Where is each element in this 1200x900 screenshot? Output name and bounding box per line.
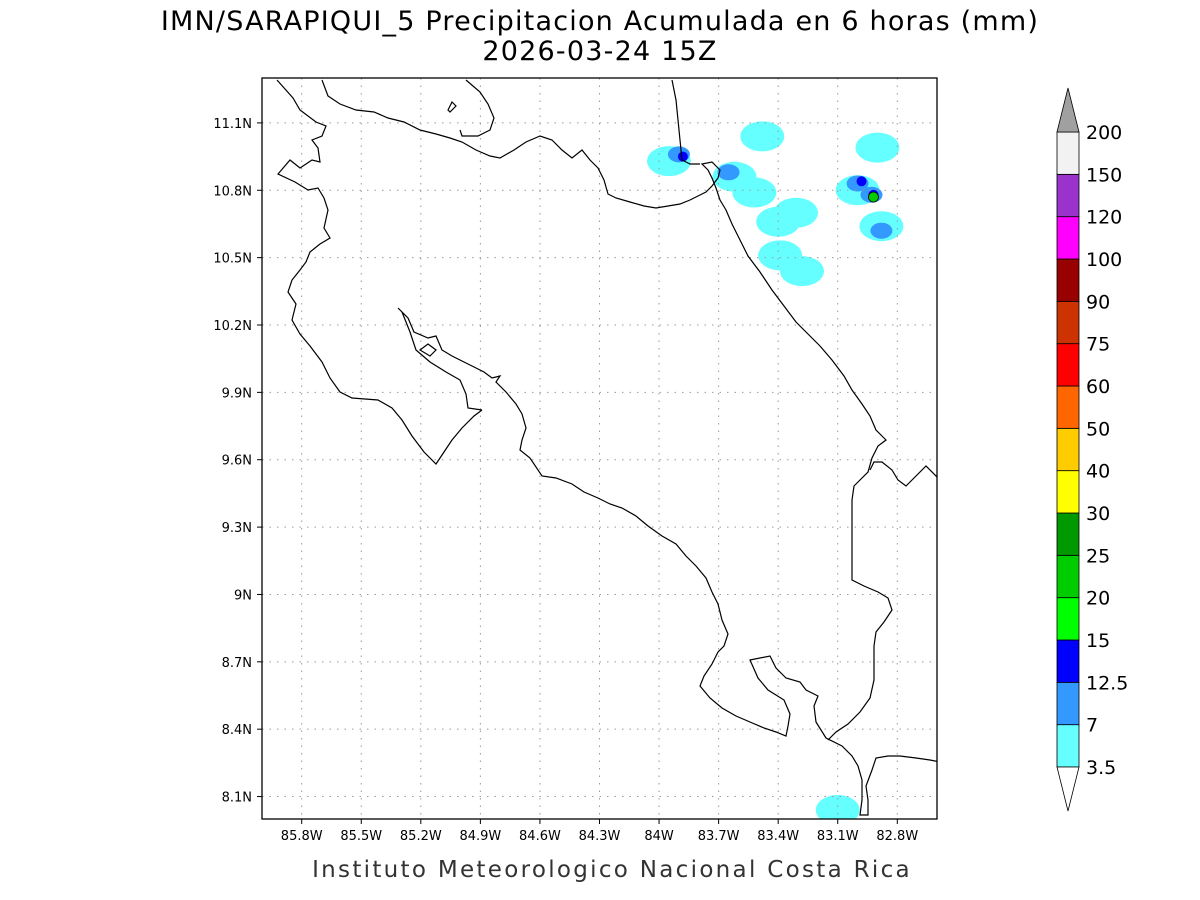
tick-label-lat: 9.9N: [222, 386, 252, 401]
colorbar-label: 40: [1086, 461, 1110, 483]
colorbar-swatch: [1056, 343, 1080, 387]
colorbar-swatch: [1056, 724, 1080, 768]
colorbar-swatch: [1056, 300, 1080, 345]
precip-cell: [677, 151, 688, 162]
coastline-layer: [276, 79, 937, 816]
tick-label-lon: 84W: [644, 829, 674, 844]
colorbar-swatch: [1056, 639, 1080, 683]
tick-label-lat: 9.3N: [222, 521, 252, 536]
longitude-ticks: 85.8W 85.5W 85.2W 84.9W 84.6W 84.3W 84W 83.7W 83…: [281, 819, 918, 844]
coastline-north: [276, 79, 483, 465]
colorbar-swatch: [1056, 258, 1080, 302]
colorbar-swatch: [1056, 173, 1080, 218]
colorbar-swatch: [1056, 597, 1080, 641]
colorbar-overflow-arrow: [1056, 87, 1080, 133]
colorbar-label: 200: [1086, 122, 1122, 144]
colorbar-label: 60: [1086, 376, 1110, 398]
precip-cell: [740, 121, 785, 152]
tick-label-lon: 84.9W: [459, 829, 501, 844]
tick-label-lat: 8.4N: [222, 723, 252, 738]
coastline-nicaragua-lake: [447, 100, 457, 113]
tick-label-lat: 10.2N: [213, 319, 252, 334]
tick-label-lon: 85.8W: [281, 829, 323, 844]
colorbar-label: 100: [1086, 249, 1122, 271]
colorbar-label: 20: [1086, 588, 1110, 610]
colorbar-label: 3.5: [1086, 757, 1116, 779]
colorbar-swatch: [1056, 512, 1080, 556]
tick-label-lat: 9.6N: [222, 454, 252, 469]
precip-cell: [855, 132, 900, 163]
colorbar-swatch: [1056, 427, 1080, 472]
colorbar-label: 75: [1086, 334, 1110, 356]
tick-label-lat: 8.1N: [222, 791, 252, 806]
colorbar-swatch: [1056, 681, 1080, 726]
colorbar-swatch: [1056, 554, 1080, 599]
colorbar-label: 7: [1086, 715, 1098, 737]
tick-label-lon: 84.3W: [579, 829, 621, 844]
tick-label-lon: 83.7W: [698, 829, 740, 844]
precip-cell: [780, 256, 824, 287]
colorbar-swatch: [1056, 131, 1080, 175]
map-subtitle-date: 2026-03-24 15Z: [482, 36, 717, 67]
island-chira: [418, 343, 437, 357]
tick-label-lat: 11.1N: [213, 117, 252, 132]
latitude-ticks: 11.1N 10.8N 10.5N 10.2N 9.9N 9.6N 9.3N 9N 8.7N 8.…: [213, 117, 262, 806]
precip-cell: [732, 177, 777, 208]
precip-cell: [868, 191, 879, 203]
coastline-sanjuan-river: [671, 79, 700, 165]
tick-label-lon: 84.6W: [519, 829, 561, 844]
colorbar-label: 30: [1086, 503, 1110, 525]
colorbar-swatch: [1056, 385, 1080, 429]
colorbar-swatch: [1056, 216, 1080, 260]
colorbar-label: 12.5: [1086, 672, 1128, 694]
colorbar-label: 90: [1086, 291, 1110, 313]
colorbar-underflow-arrow: [1056, 766, 1080, 812]
tick-label-lon: 83.1W: [817, 829, 859, 844]
colorbar-label: 50: [1086, 418, 1110, 440]
precip-cell: [870, 222, 893, 239]
tick-label-lat: 8.7N: [222, 656, 252, 671]
tick-label-lon: 82.8W: [876, 829, 918, 844]
footer-credit: Instituto Meteorologico Nacional Costa R…: [312, 857, 912, 883]
tick-label-lat: 10.5N: [213, 252, 252, 267]
plot-area: 85.8W 85.5W 85.2W 84.9W 84.6W 84.3W 84W 83.7W 83…: [213, 77, 938, 844]
tick-label-lat: 9N: [234, 588, 252, 603]
precipitation-layer: [646, 121, 904, 819]
precip-cell: [856, 176, 867, 187]
precip-cell: [717, 164, 740, 181]
colorbar-label: 15: [1086, 630, 1110, 652]
tick-label-lon: 85.2W: [400, 829, 442, 844]
colorbar-label: 120: [1086, 207, 1122, 229]
coastline-ne-edge: [459, 79, 495, 137]
coastline-gulf-nicoya: [397, 307, 937, 816]
tick-label-lon: 85.5W: [340, 829, 382, 844]
map-title: IMN/SARAPIQUI_5 Precipitacion Acumulada …: [161, 6, 1039, 37]
coastline-panama-border: [869, 461, 937, 487]
precip-cell: [815, 795, 860, 819]
colorbar-legend: 3.5 7 12.5 15 20 25 30 40 50 60 75 90 100 120 150 200: [1056, 87, 1128, 812]
colorbar-swatch: [1056, 470, 1080, 514]
tick-label-lat: 10.8N: [213, 184, 252, 199]
coastline-caribbean: [321, 79, 893, 741]
colorbar-label: 150: [1086, 164, 1122, 186]
tick-label-lon: 83.4W: [757, 829, 799, 844]
colorbar-label: 25: [1086, 545, 1110, 567]
precip-cell: [774, 197, 819, 228]
grid-lines: [262, 78, 937, 819]
